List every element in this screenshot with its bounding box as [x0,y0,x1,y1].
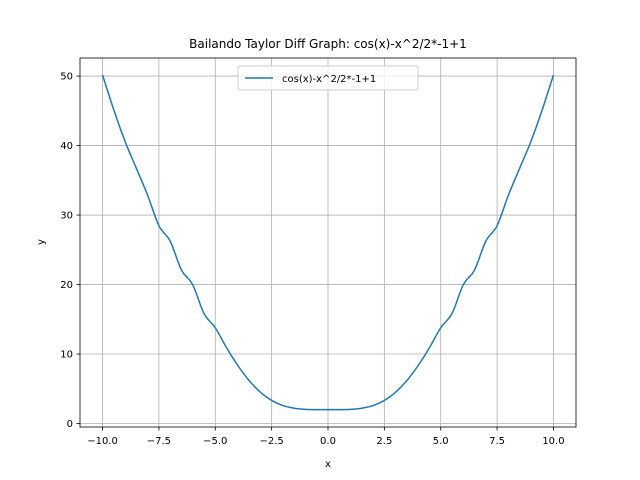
y-tick-label: 10 [60,350,73,361]
y-tick-label: 40 [60,141,73,152]
series-layer [101,74,555,411]
y-tick-label: 0 [67,419,73,430]
x-tick-label: −10.0 [87,436,118,447]
y-axis-label: y [36,239,47,245]
x-tick-label: −7.5 [147,436,171,447]
y-tick-label: 20 [60,280,73,291]
chart-title: Bailando Taylor Diff Graph: cos(x)-x^2/2… [189,37,467,51]
x-tick-label: 10.0 [542,436,564,447]
x-tick-label: −2.5 [259,436,283,447]
x-tick-label: 0.0 [320,436,336,447]
legend-box [237,65,419,91]
y-tick-label: 30 [60,211,73,222]
x-tick-label: 5.0 [433,436,449,447]
y-axis-ticks: 0 10 20 30 40 50 [60,72,80,430]
legend: cos(x)-x^2/2*-1+1 [237,65,419,91]
x-tick-label: −5.0 [203,436,227,447]
x-tick-label: 7.5 [489,436,505,447]
series-line [101,74,555,411]
y-tick-label: 50 [60,72,73,83]
x-tick-label: 2.5 [376,436,392,447]
x-axis-label: x [325,459,331,470]
legend-label: cos(x)-x^2/2*-1+1 [282,74,376,85]
x-axis-ticks: −10.0 −7.5 −5.0 −2.5 0.0 2.5 5.0 7.5 10.0 [87,427,565,447]
